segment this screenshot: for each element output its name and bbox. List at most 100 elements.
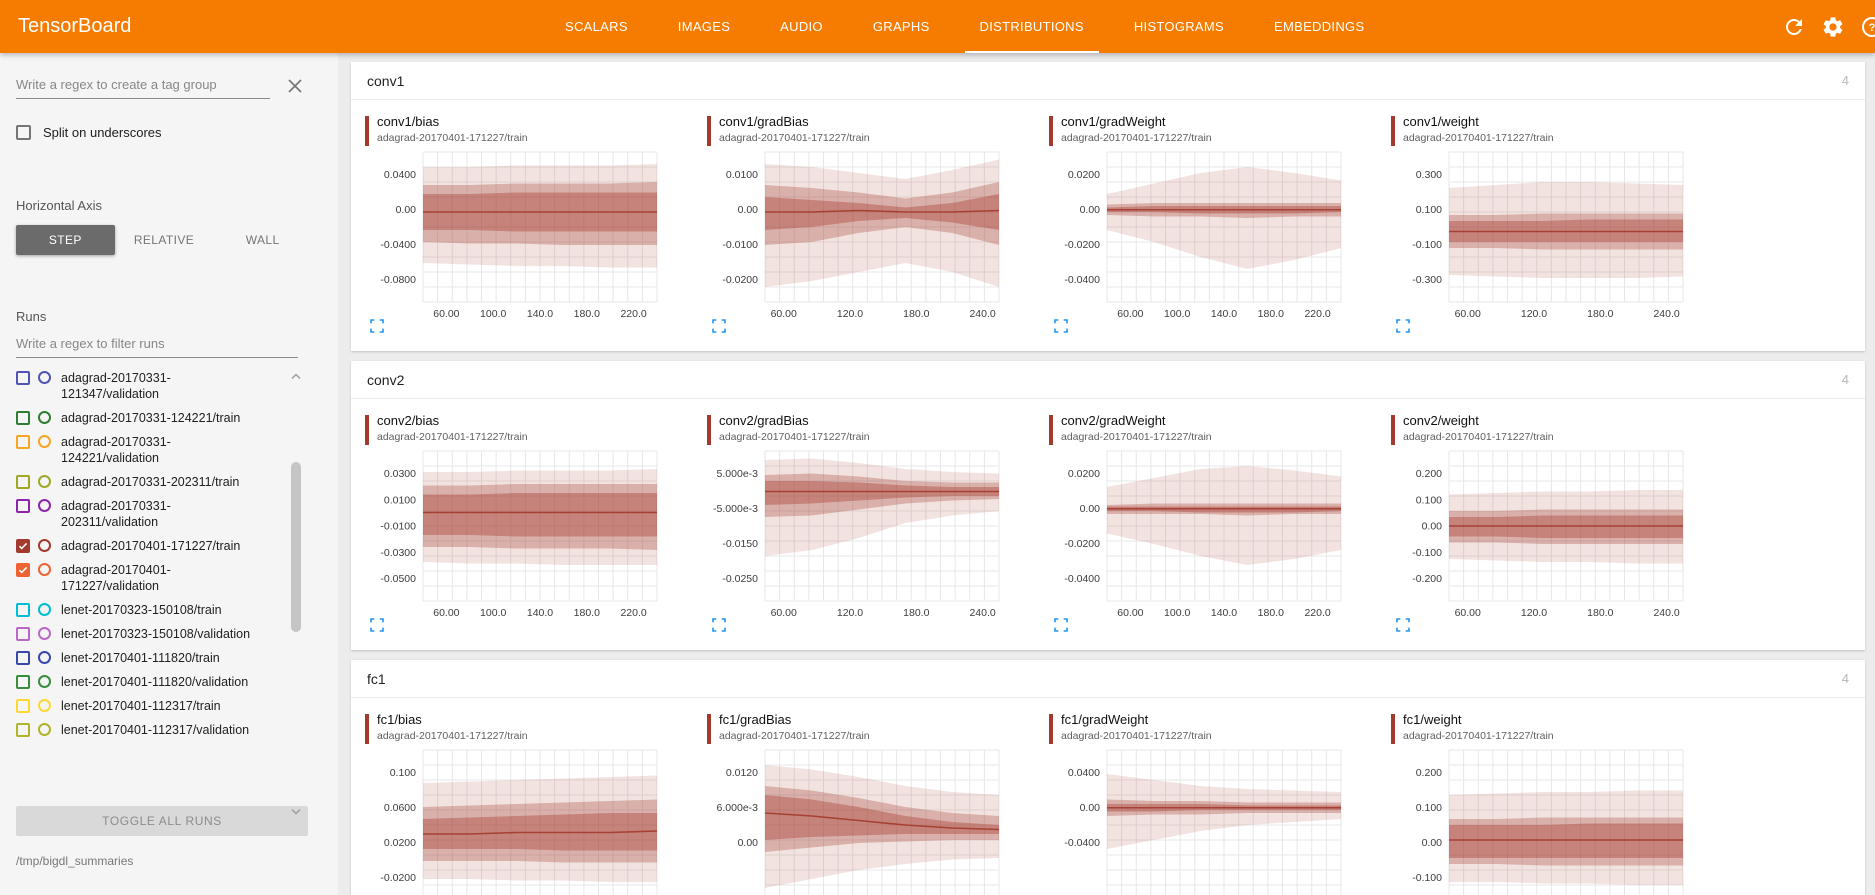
run-isolator-radio[interactable] (38, 475, 51, 488)
run-isolator-radio[interactable] (38, 723, 51, 736)
expand-chart-button[interactable] (711, 318, 727, 336)
run-isolator-radio[interactable] (38, 539, 51, 552)
run-item[interactable]: lenet-20170401-111820/train (16, 646, 306, 670)
expand-chart-button[interactable] (1395, 617, 1411, 635)
run-item[interactable]: lenet-20170401-112317/train (16, 694, 306, 718)
run-isolator-radio[interactable] (38, 411, 51, 424)
svg-text:0.0120: 0.0120 (726, 767, 758, 779)
svg-text:-0.100: -0.100 (1412, 239, 1442, 251)
help-icon[interactable]: ? (1860, 15, 1875, 39)
scrollbar-track[interactable] (291, 384, 301, 804)
run-label: adagrad-20170331-202311/train (61, 475, 240, 489)
runs-filter-input[interactable] (16, 332, 298, 358)
distribution-chart[interactable]: 5.000e-3 -5.000e-3 -0.0150 -0.0250 60.00 120.… (707, 447, 1007, 617)
run-isolator-radio[interactable] (38, 627, 51, 640)
expand-chart-button[interactable] (369, 617, 385, 635)
tab-images[interactable]: IMAGES (677, 19, 731, 34)
distribution-chart[interactable]: 0.0400 0.00 -0.0400 -0.0800 60.00 100.0 140.0 1… (365, 148, 665, 318)
chevron-up-icon[interactable] (290, 372, 302, 380)
run-item[interactable]: adagrad-20170401-171227/train (16, 534, 306, 558)
expand-chart-button[interactable] (1053, 318, 1069, 336)
axis-wall-button[interactable]: WALL (213, 225, 312, 255)
run-checkbox[interactable] (16, 539, 30, 553)
expand-chart-button[interactable] (1395, 318, 1411, 336)
tab-audio[interactable]: AUDIO (780, 19, 823, 34)
run-isolator-radio[interactable] (38, 563, 51, 576)
expand-chart-button[interactable] (711, 617, 727, 635)
distribution-chart[interactable]: 0.0100 0.00 -0.0100 -0.0200 60.00 120.0 180.0 2… (707, 148, 1007, 318)
run-checkbox[interactable] (16, 603, 30, 617)
run-item[interactable]: adagrad-20170401-171227/validation (16, 558, 306, 598)
run-checkbox[interactable] (16, 699, 30, 713)
tab-histograms[interactable]: HISTOGRAMS (1133, 19, 1225, 34)
tab-distributions[interactable]: DISTRIBUTIONS (955, 0, 1109, 53)
run-item[interactable]: adagrad-20170331-124221/validation (16, 430, 306, 470)
run-checkbox[interactable] (16, 371, 30, 385)
run-isolator-radio[interactable] (38, 499, 51, 512)
split-underscores-option[interactable]: Split on underscores (16, 125, 338, 140)
distribution-chart[interactable]: 0.0200 0.00 -0.0200 -0.0400 60.00 100.0 140.0 1… (1049, 148, 1349, 318)
run-isolator-radio[interactable] (38, 699, 51, 712)
run-checkbox[interactable] (16, 411, 30, 425)
fullscreen-icon (1396, 618, 1410, 632)
run-checkbox[interactable] (16, 627, 30, 641)
section-header[interactable]: conv2 4 (351, 361, 1865, 399)
refresh-icon[interactable] (1782, 15, 1806, 39)
tab-embeddings[interactable]: EMBEDDINGS (1274, 19, 1365, 34)
run-isolator-radio[interactable] (38, 435, 51, 448)
run-checkbox[interactable] (16, 651, 30, 665)
run-item[interactable]: adagrad-20170331-202311/train (16, 470, 306, 494)
chevron-down-icon[interactable] (290, 808, 302, 816)
run-isolator-radio[interactable] (38, 371, 51, 384)
distribution-chart[interactable]: 0.0200 0.00 -0.0200 -0.0400 60.00 100.0 140.0 1… (1049, 447, 1349, 617)
axis-relative-button[interactable]: RELATIVE (115, 225, 214, 255)
run-item[interactable]: lenet-20170323-150108/validation (16, 622, 306, 646)
tag-section-conv2: conv2 4 conv2/bias adagrad-20170401-171227/… (351, 361, 1865, 650)
run-item[interactable]: lenet-20170401-111820/validation (16, 670, 306, 694)
axis-step-button[interactable]: STEP (16, 225, 115, 255)
run-isolator-radio[interactable] (38, 603, 51, 616)
run-checkbox[interactable] (16, 475, 30, 489)
section-header[interactable]: fc1 4 (351, 660, 1865, 698)
svg-text:140.0: 140.0 (1211, 308, 1237, 318)
svg-text:120.0: 120.0 (1521, 308, 1547, 318)
run-item[interactable]: lenet-20170401-112317/validation (16, 718, 306, 742)
chart-title-block: conv2/gradBias adagrad-20170401-171227/tr… (707, 413, 1007, 445)
distribution-chart[interactable]: 0.1000.06000.0200-0.020060.00100.0140.01… (365, 746, 665, 895)
run-item[interactable]: lenet-20170323-150108/train (16, 598, 306, 622)
scrollbar-thumb[interactable] (291, 462, 301, 632)
run-checkbox[interactable] (16, 723, 30, 737)
settings-icon[interactable] (1821, 15, 1845, 39)
close-icon[interactable] (288, 79, 302, 93)
distribution-chart[interactable]: 0.04000.00-0.040060.00100.0140.0180.0220… (1049, 746, 1349, 895)
expand-chart-button[interactable] (369, 318, 385, 336)
run-item[interactable]: adagrad-20170331-121347/validation (16, 366, 306, 406)
chart-title-block: conv1/weight adagrad-20170401-171227/trai… (1391, 114, 1691, 146)
run-checkbox[interactable] (16, 499, 30, 513)
tag-regex-input[interactable] (16, 73, 270, 99)
svg-text:60.00: 60.00 (433, 607, 459, 617)
runs-scrollbar[interactable] (290, 372, 302, 816)
tab-graphs[interactable]: GRAPHS (872, 19, 930, 34)
run-item[interactable]: adagrad-20170331-202311/validation (16, 494, 306, 534)
run-checkbox[interactable] (16, 435, 30, 449)
run-isolator-radio[interactable] (38, 651, 51, 664)
svg-text:0.0400: 0.0400 (384, 169, 416, 181)
expand-chart-button[interactable] (1053, 617, 1069, 635)
run-item[interactable]: adagrad-20170331-124221/train (16, 406, 306, 430)
run-checkbox[interactable] (16, 563, 30, 577)
toggle-all-runs-button[interactable]: TOGGLE ALL RUNS (16, 806, 308, 836)
tab-scalars[interactable]: SCALARS (565, 19, 628, 34)
split-underscores-checkbox[interactable] (16, 125, 31, 140)
distribution-chart[interactable]: 0.200 0.100 0.00 -0.100 -0.200 60.00 120.0 180.… (1391, 447, 1691, 617)
run-checkbox[interactable] (16, 675, 30, 689)
chart-run-label: adagrad-20170401-171227/train (377, 730, 528, 742)
run-isolator-radio[interactable] (38, 675, 51, 688)
distribution-chart[interactable]: 0.0300 0.0100 -0.0100 -0.0300 -0.0500 60.00 10… (365, 447, 665, 617)
distribution-chart[interactable]: 0.300 0.100 -0.100 -0.300 60.00 120.0 180.0 240… (1391, 148, 1691, 318)
top-toolbar: TensorBoard SCALARS IMAGES AUDIO GRAPHS DIST… (0, 0, 1875, 53)
run-color-bar (707, 415, 711, 445)
section-header[interactable]: conv1 4 (351, 62, 1865, 100)
